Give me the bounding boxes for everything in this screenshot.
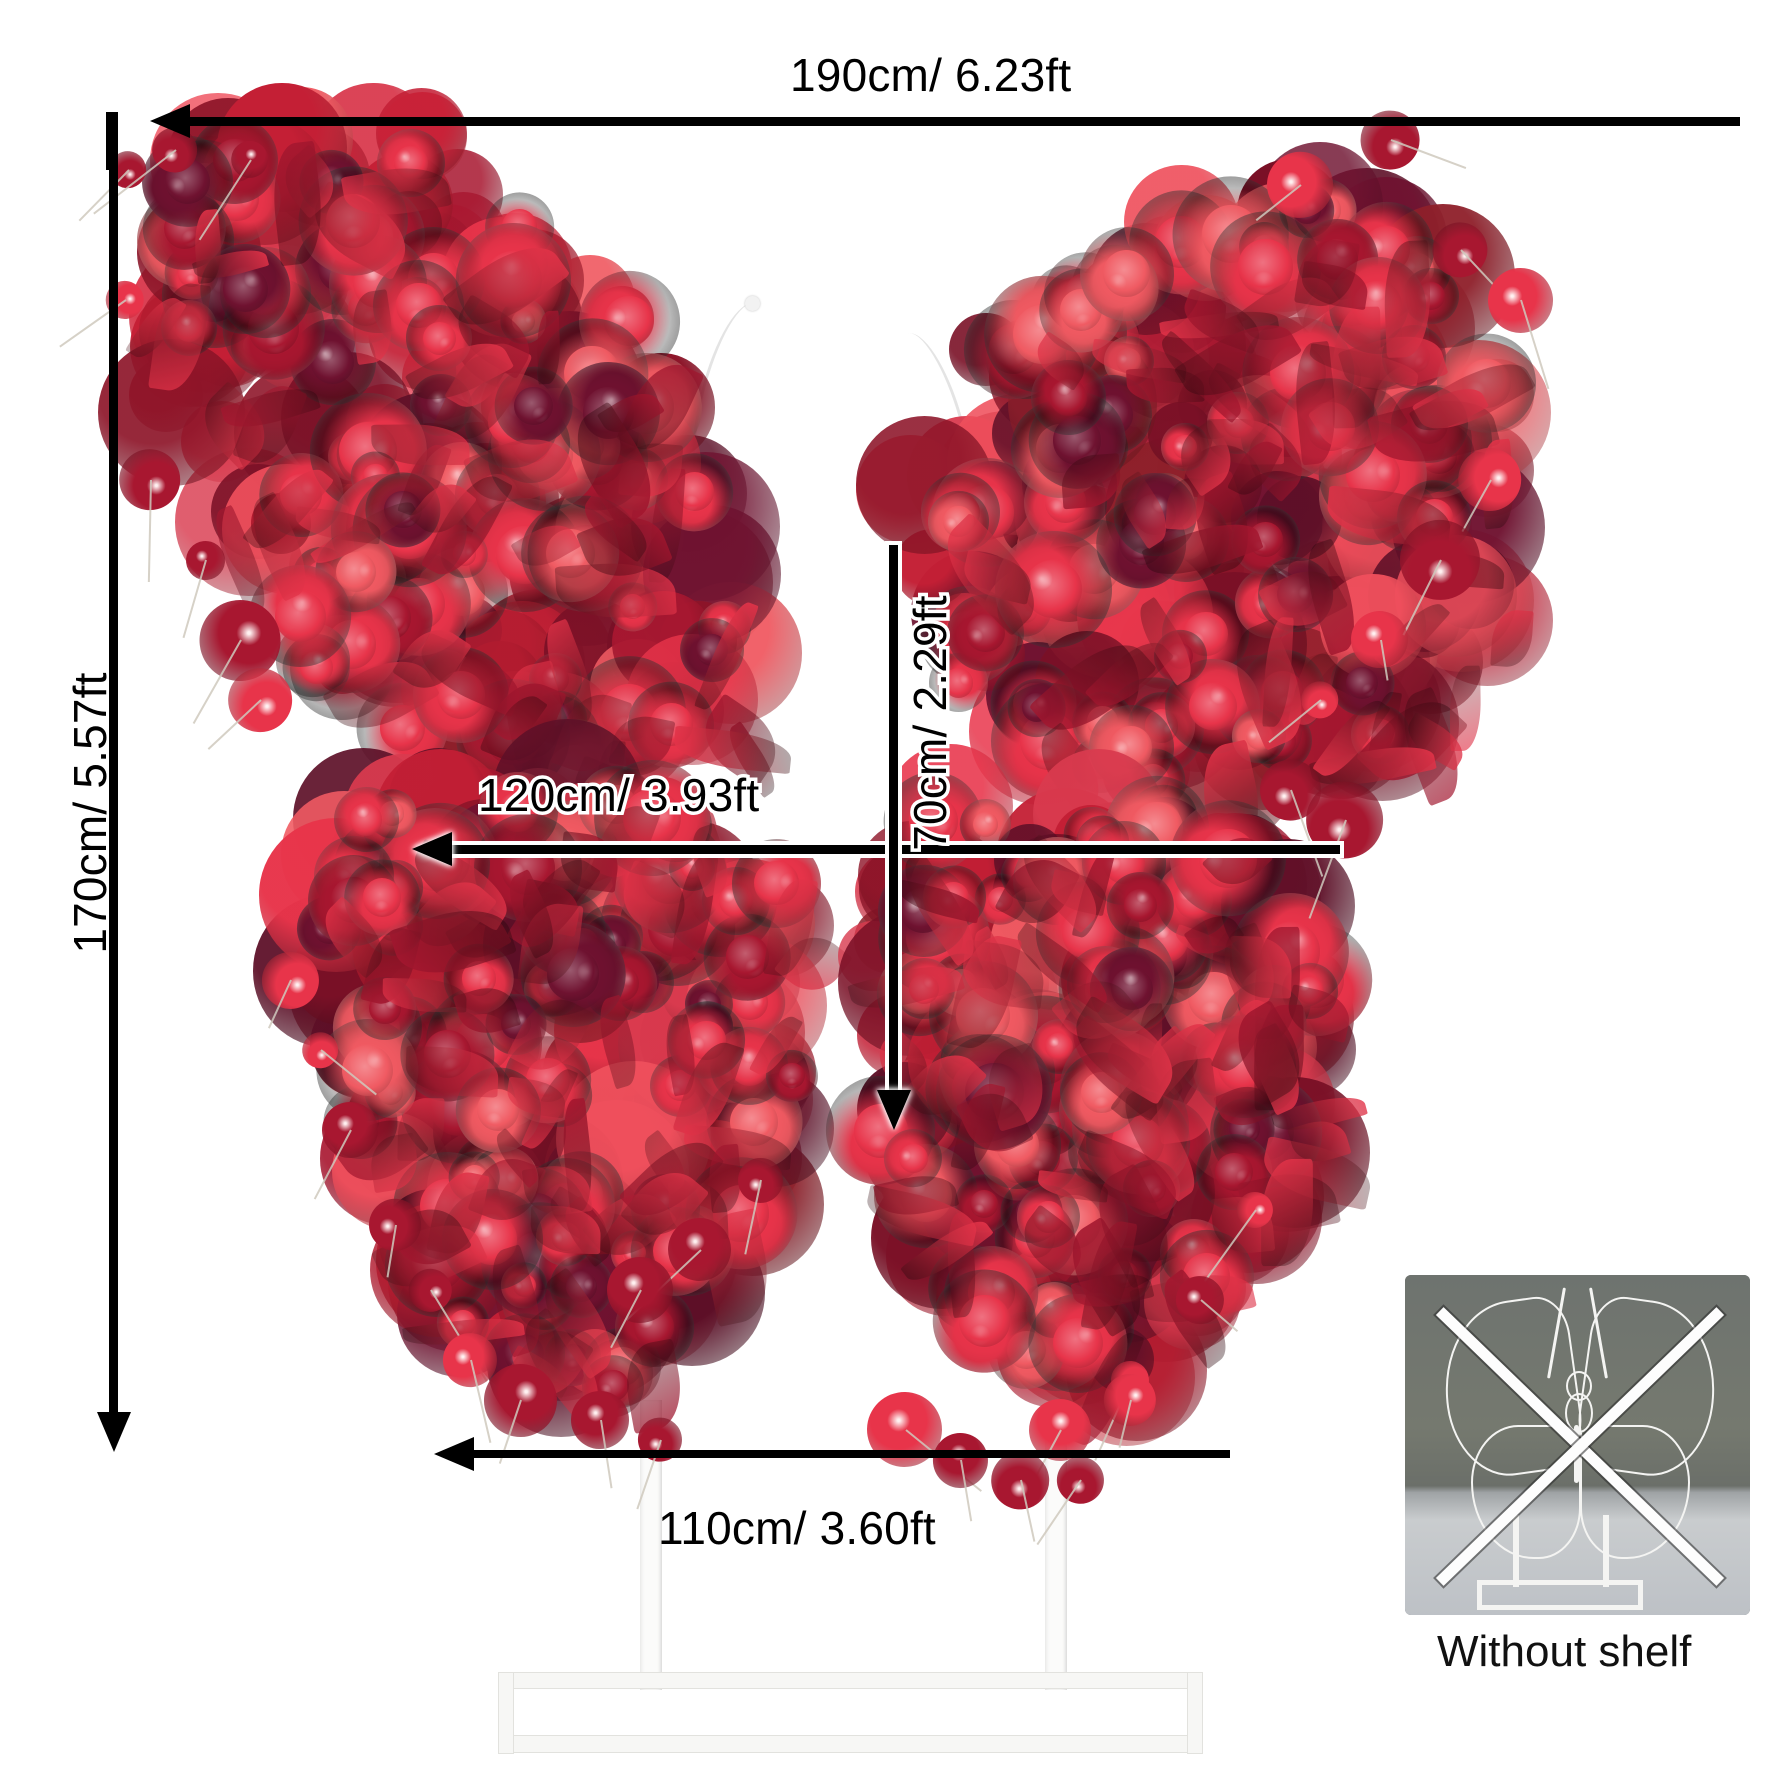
- frame-base-top: [1481, 1580, 1641, 1585]
- rose-center: [1188, 682, 1237, 731]
- flower-stem: [78, 169, 130, 222]
- frame-body-thorax: [1565, 1393, 1593, 1433]
- rose-center: [779, 1062, 806, 1089]
- bottom-dimension-line: [460, 1450, 1230, 1458]
- petal-accent: [672, 725, 793, 775]
- frame-base-bottom: [1477, 1605, 1643, 1610]
- center-dimension-line: [889, 545, 898, 1100]
- stand-base-top-rail: [505, 1672, 1195, 1689]
- rose-center: [349, 803, 383, 836]
- bottom-dimension-label: 110cm/ 3.60ft: [658, 1502, 936, 1554]
- top-dimension-line: [175, 117, 1740, 126]
- rose-center: [422, 321, 456, 355]
- frame-center-post-2: [1603, 1515, 1609, 1587]
- antenna-tip-left: [745, 296, 760, 311]
- rose-center: [1103, 250, 1151, 298]
- frame-base-right: [1638, 1580, 1643, 1610]
- rose-center: [363, 878, 402, 917]
- left-dimension-label: 170cm/ 5.57ft: [64, 672, 116, 954]
- middle-dimension-label: 120cm/ 3.93ft: [474, 769, 762, 822]
- petal-accent: [1449, 665, 1482, 751]
- rose-center: [514, 386, 553, 426]
- center-dimension-arrowhead-down: [877, 1090, 911, 1130]
- top-dimension-label: 190cm/ 6.23ft: [790, 49, 1072, 101]
- rose-center: [908, 796, 959, 846]
- frame-wing-lower-right: [1580, 1425, 1690, 1559]
- left-dimension-arrowhead-down: [97, 1412, 131, 1452]
- stand-post-left: [640, 1400, 662, 1690]
- without-shelf-inset: Without shelf: [1405, 1275, 1750, 1676]
- shelf-frame-thumbnail: [1405, 1275, 1750, 1615]
- rose-center: [969, 1189, 999, 1219]
- middle-dimension-arrowhead-left: [412, 832, 452, 866]
- rose-center: [943, 668, 974, 698]
- rose-center: [1124, 888, 1158, 922]
- frame-center-post: [1513, 1515, 1519, 1587]
- rose-center: [1346, 666, 1379, 700]
- bottom-dimension-arrowhead-left: [434, 1437, 474, 1471]
- stand-base-bottom-rail: [498, 1735, 1203, 1753]
- rose-center: [898, 1143, 928, 1173]
- inset-caption: Without shelf: [1437, 1627, 1692, 1676]
- stand-base-right-end: [1187, 1672, 1203, 1754]
- rose-center: [335, 551, 377, 593]
- stand-base-left-end: [498, 1672, 514, 1754]
- frame-base-left: [1477, 1580, 1482, 1610]
- top-dimension-arrowhead-left: [150, 104, 190, 138]
- rose-center: [972, 811, 998, 837]
- center-dimension-label: 70cm/ 2.29ft: [901, 592, 960, 855]
- rose-center: [725, 935, 770, 979]
- left-dimension-line: [109, 112, 118, 1422]
